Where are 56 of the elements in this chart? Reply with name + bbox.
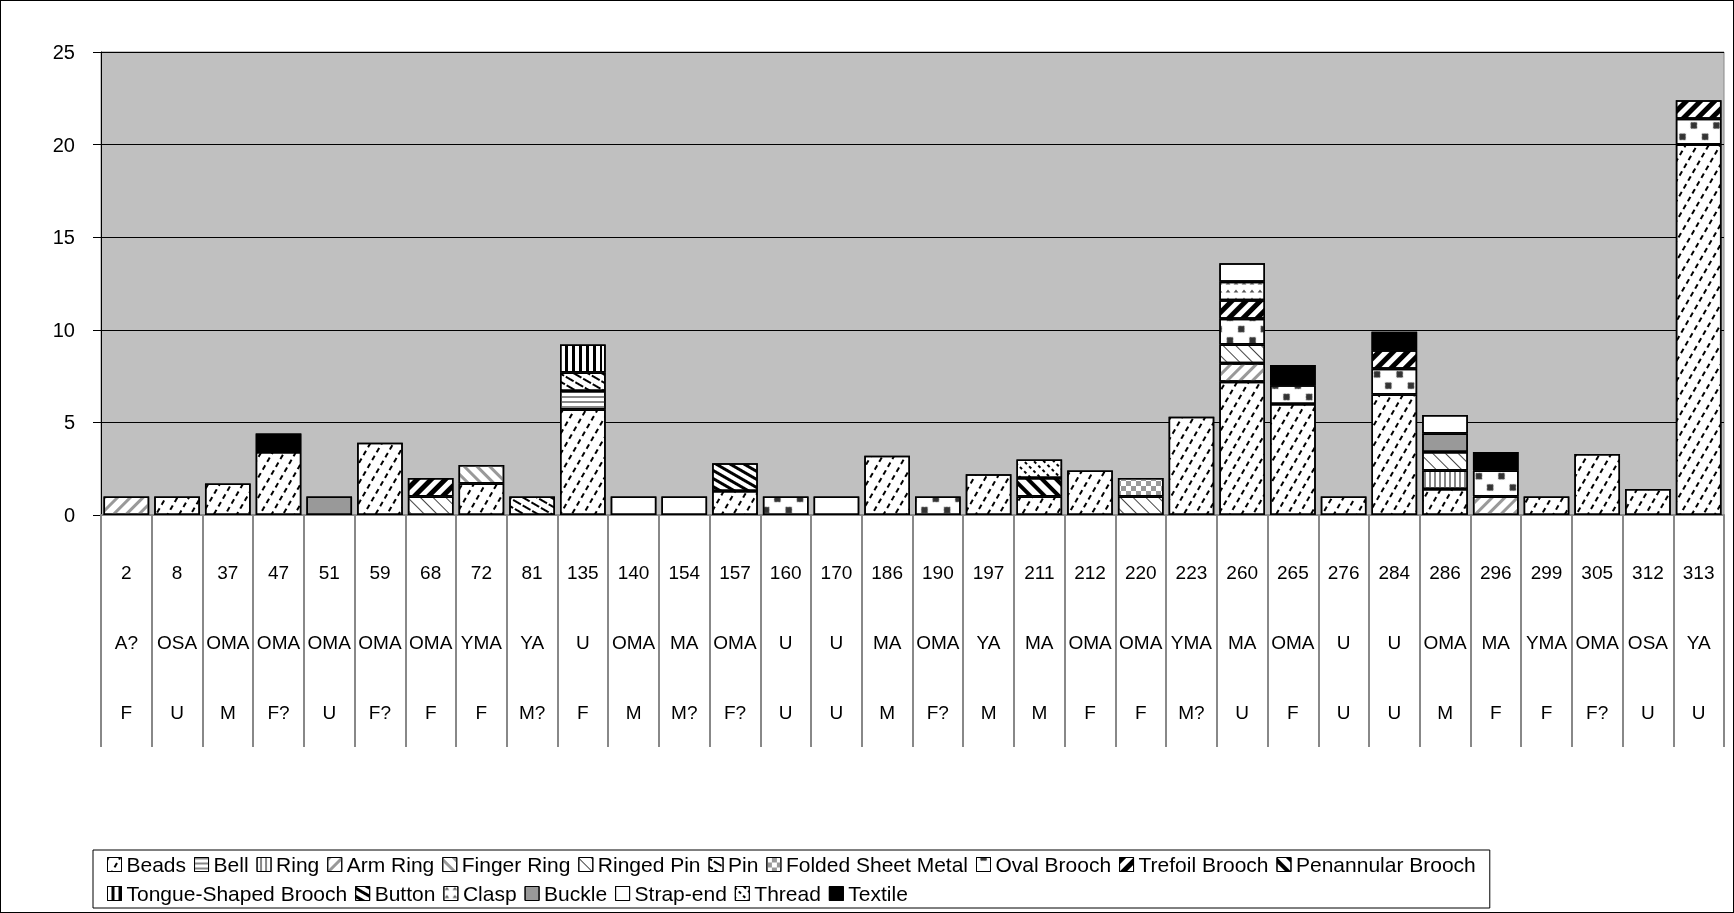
- legend-label: Oval Brooch: [995, 853, 1112, 876]
- category-label: 276 U U: [1327, 561, 1360, 723]
- category-label: 68 OMA F: [409, 561, 453, 723]
- category-label: 299 YMA F: [1525, 561, 1568, 723]
- category-label: 8 OSA U: [157, 561, 198, 723]
- legend-label: Strap-end: [634, 882, 727, 905]
- category-label: 51 OMA U: [307, 561, 351, 723]
- category-label: 197 YA M: [972, 561, 1005, 723]
- category-label: 211 MA M: [1024, 561, 1055, 723]
- category-label: 72 YMA F: [460, 561, 502, 723]
- category-label: 223 YMA M?: [1170, 561, 1213, 723]
- category-label: 190 OMA F?: [916, 561, 960, 723]
- legend-label: Thread: [754, 882, 821, 905]
- legend-label: Trefoil Brooch: [1138, 853, 1269, 876]
- category-label: 160 U U: [769, 561, 802, 723]
- category-label: 313 YA U: [1682, 561, 1715, 723]
- legend-label: Buckle: [544, 882, 608, 905]
- category-label: 170 U U: [820, 561, 853, 723]
- category-label: 2 A? F: [114, 561, 138, 723]
- category-label: 47 OMA F?: [256, 561, 301, 723]
- y-tick-label: 5: [63, 411, 75, 434]
- category-label: 284 U U: [1378, 561, 1411, 723]
- y-tick-label: 20: [52, 133, 75, 156]
- legend-label: Arm Ring: [346, 853, 435, 876]
- category-label: 154 MA M?: [668, 561, 701, 723]
- legend-label: Folded Sheet Metal: [785, 853, 969, 876]
- legend-label: Pin: [728, 853, 759, 876]
- category-label: 305 OMA F?: [1575, 561, 1619, 723]
- legend-label: Ringed Pin: [597, 853, 701, 876]
- legend-label: Tongue-Shaped Brooch: [126, 882, 348, 905]
- legend-label: Clasp: [462, 882, 517, 905]
- legend-label: Textile: [848, 882, 908, 905]
- legend-label: Beads: [126, 853, 187, 876]
- legend-label: Bell: [213, 853, 249, 876]
- category-label: 312 OSA U: [1627, 561, 1668, 723]
- y-tick-label: 15: [52, 226, 75, 249]
- category-label: 212 OMA F: [1068, 561, 1112, 723]
- category-label: 140 OMA M: [611, 561, 656, 723]
- category-label: 265 OMA F: [1271, 561, 1315, 723]
- category-label: 157 OMA F?: [713, 561, 757, 723]
- category-label: 186 MA M: [871, 561, 903, 723]
- legend-label: Finger Ring: [461, 853, 571, 876]
- category-label: 260 MA U: [1226, 561, 1259, 723]
- y-tick-label: 10: [52, 318, 75, 341]
- category-label: 81 YA M?: [518, 561, 546, 723]
- legend-label: Button: [374, 882, 436, 905]
- category-label: 135 U F: [566, 561, 599, 723]
- category-label: 220 OMA F: [1119, 561, 1163, 723]
- category-label: 286 OMA M: [1423, 561, 1467, 723]
- category-label: 296 MA F: [1479, 561, 1512, 723]
- y-tick-label: 25: [52, 41, 75, 63]
- y-tick-label: 0: [63, 504, 75, 526]
- category-label: 37 OMA M: [206, 561, 250, 723]
- category-label: 59 OMA F?: [358, 561, 402, 723]
- legend-label: Penannular Brooch: [1296, 853, 1476, 876]
- legend-label: Ring: [276, 853, 320, 876]
